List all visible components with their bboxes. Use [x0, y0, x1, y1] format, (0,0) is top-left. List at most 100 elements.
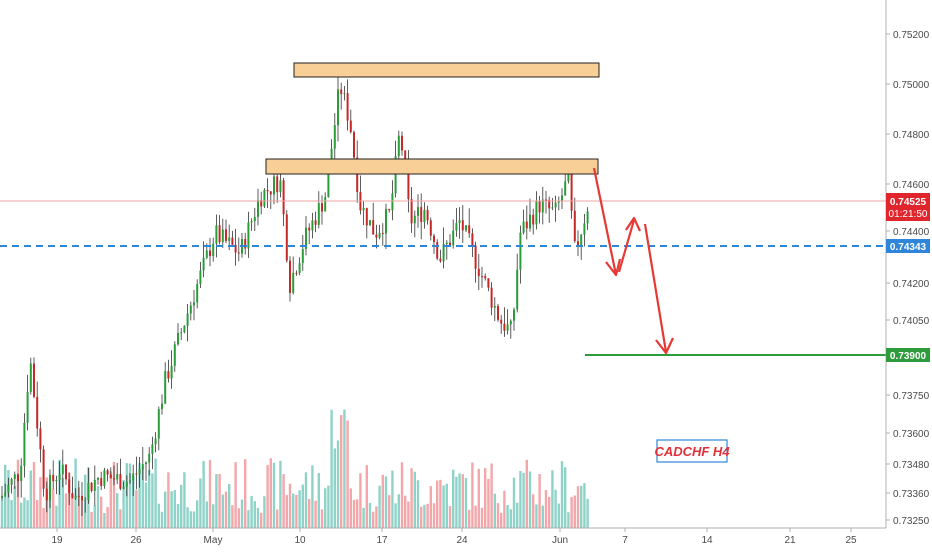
volume-bar	[112, 461, 116, 528]
candle-body	[564, 181, 567, 196]
candle-body	[269, 191, 272, 195]
candle-body	[324, 197, 327, 212]
upper-resistance-zone[interactable]	[293, 62, 600, 78]
x-tick-label: 21	[784, 535, 796, 546]
y-tick-label: 0.73250	[893, 516, 930, 527]
target-value: 0.73900	[890, 351, 927, 362]
candle-body	[154, 438, 157, 445]
volume-bar	[356, 499, 359, 528]
y-tick-label: 0.74800	[893, 130, 930, 141]
volume-bar	[301, 484, 304, 528]
volume-bar	[461, 474, 464, 528]
volume-bar	[288, 483, 292, 528]
candle-body	[420, 207, 423, 223]
candlesticks	[1, 75, 589, 516]
volume-bar	[186, 507, 189, 528]
candle-body	[148, 453, 151, 463]
volume-bar	[452, 469, 455, 528]
volume-bar	[327, 485, 330, 528]
volume-bar	[42, 508, 45, 528]
volume-bar	[420, 506, 423, 528]
volume-bar	[7, 470, 10, 528]
volume-bar	[100, 496, 103, 528]
candle-body	[228, 237, 231, 241]
volume-bar	[365, 465, 368, 528]
candle-body	[567, 172, 570, 182]
volume-bar	[26, 500, 29, 528]
target-tag: 0.73900	[886, 348, 930, 362]
candle-body	[433, 235, 435, 243]
candle-body	[333, 125, 336, 149]
volume-bar	[410, 468, 413, 528]
volume-bar	[458, 473, 461, 528]
volume-bar	[180, 484, 183, 528]
x-tick-label: 24	[456, 535, 468, 546]
candle-body	[103, 470, 106, 486]
volume-bar	[429, 486, 432, 528]
x-tick-label: 10	[294, 535, 306, 546]
symbol-label-box	[656, 439, 728, 463]
volume-bar	[266, 464, 269, 528]
volume-bar	[311, 465, 314, 528]
volume-bar	[378, 485, 381, 528]
volume-bar	[20, 502, 23, 528]
volume-bar	[570, 496, 573, 528]
volume-bar	[64, 493, 68, 528]
candle-body	[551, 207, 554, 209]
volume-bar	[560, 461, 564, 528]
candle-body	[305, 227, 307, 250]
x-axis: 19 26 May 10 17 24 Jun 7 14 21 25	[51, 528, 857, 546]
volume-bar	[272, 462, 276, 528]
volume-bar	[202, 460, 205, 528]
volume-bar	[340, 415, 343, 528]
candle-body	[509, 320, 512, 325]
candle-body	[106, 470, 109, 475]
candle-body	[132, 473, 135, 481]
y-tick-label: 0.75200	[893, 30, 930, 41]
candle-body	[263, 189, 266, 207]
volume-bar	[132, 475, 135, 528]
candle-body	[337, 89, 339, 126]
candle-body	[276, 176, 279, 193]
candle-body	[23, 422, 26, 466]
volume-bar	[103, 512, 106, 528]
volume-bar	[407, 501, 410, 528]
candle-body	[180, 332, 183, 334]
volume-bar	[298, 490, 301, 528]
volume-bar	[160, 511, 164, 528]
volume-bar	[151, 473, 154, 528]
candle-body	[231, 237, 234, 245]
candle-body	[199, 270, 202, 285]
arrow-leg-1	[592, 167, 618, 276]
volume-bar	[362, 507, 365, 528]
candle-body	[68, 479, 71, 494]
volume-bar	[250, 496, 253, 528]
candle-body	[321, 203, 323, 212]
volume-bar	[423, 504, 426, 528]
volume-bar	[474, 505, 477, 528]
volume-bar	[218, 474, 221, 528]
volume-bar	[122, 479, 125, 528]
volume-bar	[199, 478, 202, 528]
y-tick-label: 0.73750	[893, 391, 930, 402]
candle-body	[250, 221, 253, 223]
candle-body	[580, 234, 583, 247]
candle-body	[215, 225, 218, 244]
y-tick-label: 0.73480	[893, 460, 930, 471]
volume-bar	[583, 483, 586, 528]
lower-resistance-zone[interactable]	[265, 158, 599, 175]
volume-bar	[384, 476, 388, 528]
x-tick-label: 26	[130, 535, 142, 546]
candle-body	[285, 214, 288, 261]
candle-body	[513, 309, 515, 321]
volume-bar	[192, 511, 196, 528]
candle-body	[388, 208, 391, 211]
candle-body	[49, 474, 51, 501]
volume-bar	[484, 468, 487, 528]
candle-body	[1, 495, 3, 499]
candle-body	[135, 473, 138, 475]
x-tick-label: 14	[701, 535, 713, 546]
candle-body	[378, 232, 381, 238]
